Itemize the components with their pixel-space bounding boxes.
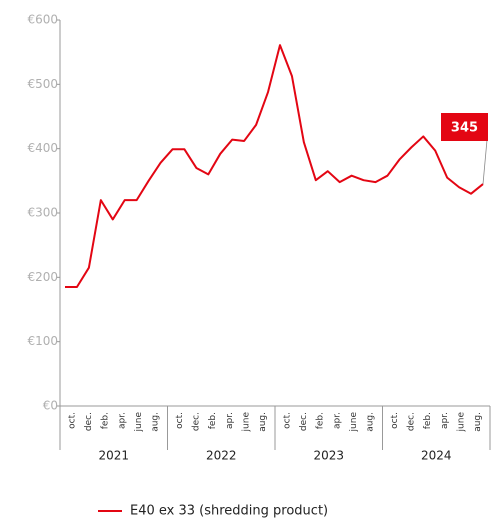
line [65, 44, 484, 288]
x-tick-label: aug. [366, 412, 376, 432]
y-tick-label: €100 [27, 334, 58, 348]
x-tick-label: dec. [407, 412, 417, 431]
x-tick-label: june [456, 412, 466, 433]
x-tick-label: june [241, 412, 251, 433]
y-tick-label: €0 [43, 399, 58, 413]
year-label: 2024 [421, 449, 452, 463]
x-tick-label: apr. [117, 412, 127, 429]
y-tick-label: €300 [27, 206, 58, 220]
y-tick-label: €400 [27, 141, 58, 155]
x-tick-label: oct. [390, 412, 400, 429]
year-label: 2022 [206, 449, 237, 463]
x-tick-label: aug. [151, 412, 161, 432]
year-label: 2021 [98, 449, 129, 463]
x-tick-label: aug. [258, 412, 268, 432]
x-tick-label: apr. [225, 412, 235, 429]
callout-box [441, 113, 488, 141]
x-tick-label: oct. [175, 412, 185, 429]
x-tick-label: feb. [423, 412, 433, 429]
year-label: 2023 [313, 449, 344, 463]
x-tick-label: feb. [101, 412, 111, 429]
x-tick-label: feb. [208, 412, 218, 429]
x-tick-label: apr. [440, 412, 450, 429]
x-tick-label: apr. [332, 412, 342, 429]
x-tick-label: dec. [299, 412, 309, 431]
legend-label: E40 ex 33 (shredding product) [130, 504, 328, 519]
x-tick-label: oct. [68, 412, 78, 429]
y-tick-label: €500 [27, 77, 58, 91]
x-tick-label: dec. [84, 412, 94, 431]
y-tick-label: €200 [27, 270, 58, 284]
y-tick-label: €600 [27, 13, 58, 27]
callout-label: 345 [451, 121, 478, 136]
x-tick-label: june [349, 412, 359, 433]
callout-line [482, 139, 488, 185]
x-tick-label: oct. [283, 412, 293, 429]
x-tick-label: aug. [473, 412, 483, 432]
x-tick-label: june [134, 412, 144, 433]
x-tick-label: feb. [316, 412, 326, 429]
x-tick-label: dec. [192, 412, 202, 431]
